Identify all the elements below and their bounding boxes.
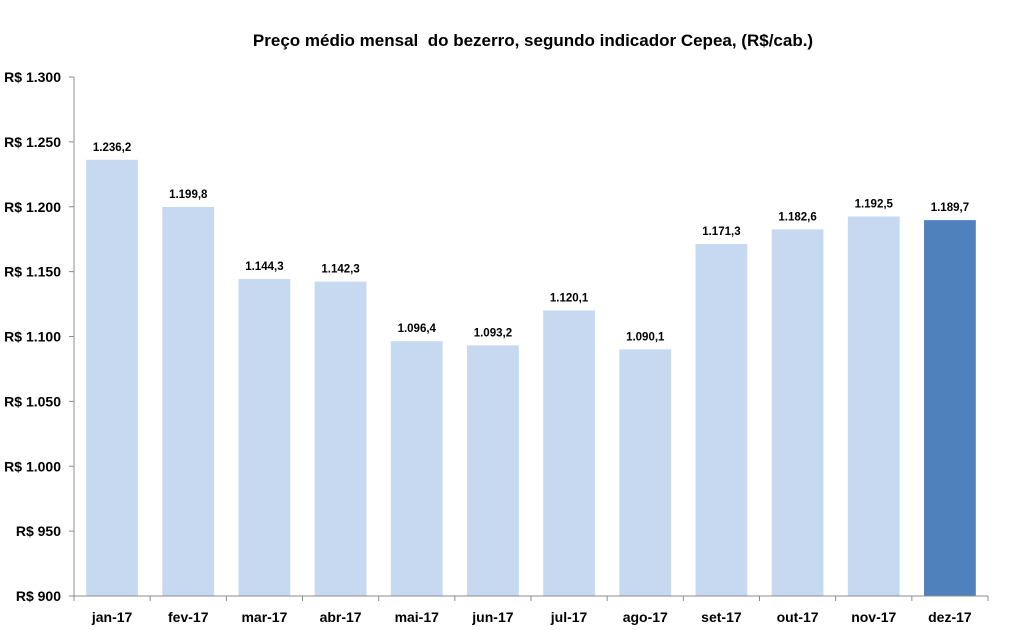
data-label: 1.090,1 — [626, 331, 665, 343]
y-tick-label: R$ 1.150 — [4, 264, 61, 280]
x-tick-label: set-17 — [701, 609, 742, 625]
data-label: 1.192,5 — [855, 198, 894, 210]
data-label: 1.189,7 — [931, 202, 969, 214]
data-label: 1.096,4 — [398, 323, 437, 335]
data-label: 1.144,3 — [245, 261, 283, 273]
x-axis: jan-17 fev-17 mar-17 abr-17 mai-17 jun-17 jul-… — [73, 596, 989, 625]
x-tick-label: dez-17 — [928, 609, 972, 625]
y-axis: R$ 900 R$ 950 R$ 1.000 R$ 1.050 R$ 1.100 R$ 1… — [4, 69, 74, 604]
y-tick-label: R$ 1.000 — [4, 458, 61, 474]
y-tick-label: R$ 900 — [16, 588, 61, 604]
x-tick-label: nov-17 — [851, 609, 896, 625]
chart-title: Preço médio mensal do bezerro, segundo i… — [253, 31, 813, 50]
bar-ago-17 — [619, 349, 672, 596]
bar-jun-17 — [467, 345, 519, 596]
y-tick-label: R$ 950 — [16, 523, 61, 539]
data-label: 1.182,6 — [778, 211, 816, 223]
x-tick-label: jun-17 — [471, 609, 513, 625]
x-tick-label: abr-17 — [320, 609, 362, 625]
x-tick-label: out-17 — [777, 609, 819, 625]
bar-nov-17 — [847, 216, 900, 596]
y-tick-label: R$ 1.250 — [4, 134, 61, 150]
x-tick-label: mai-17 — [395, 609, 440, 625]
data-label: 1.236,2 — [93, 142, 131, 154]
y-tick-label: R$ 1.300 — [4, 69, 61, 85]
y-tick-label: R$ 1.100 — [4, 329, 61, 345]
bar-fev-17 — [162, 207, 215, 596]
x-tick-label: ago-17 — [623, 609, 668, 625]
bar-mai-17 — [390, 341, 443, 596]
data-labels: 1.236,2 1.199,8 1.144,3 1.142,3 1.096,4 1.093… — [93, 142, 969, 344]
x-tick-label: jan-17 — [91, 609, 133, 625]
data-label: 1.171,3 — [702, 226, 740, 238]
y-tick-label: R$ 1.200 — [4, 199, 61, 215]
data-label: 1.199,8 — [169, 189, 208, 201]
bar-mar-17 — [238, 279, 291, 596]
bar-dez-17 — [924, 220, 976, 596]
x-tick-label: mar-17 — [241, 609, 287, 625]
data-label: 1.142,3 — [321, 264, 359, 276]
bar-set-17 — [695, 243, 748, 596]
bar-abr-17 — [314, 281, 367, 596]
data-label: 1.120,1 — [550, 292, 589, 304]
bar-series — [86, 159, 976, 596]
y-tick-label: R$ 1.050 — [4, 393, 61, 409]
bar-out-17 — [771, 229, 824, 596]
x-tick-label: jul-17 — [550, 609, 588, 625]
x-tick-label: fev-17 — [168, 609, 209, 625]
data-label: 1.093,2 — [474, 327, 512, 339]
bar-jan-17 — [86, 159, 138, 596]
bar-jul-17 — [543, 310, 595, 596]
